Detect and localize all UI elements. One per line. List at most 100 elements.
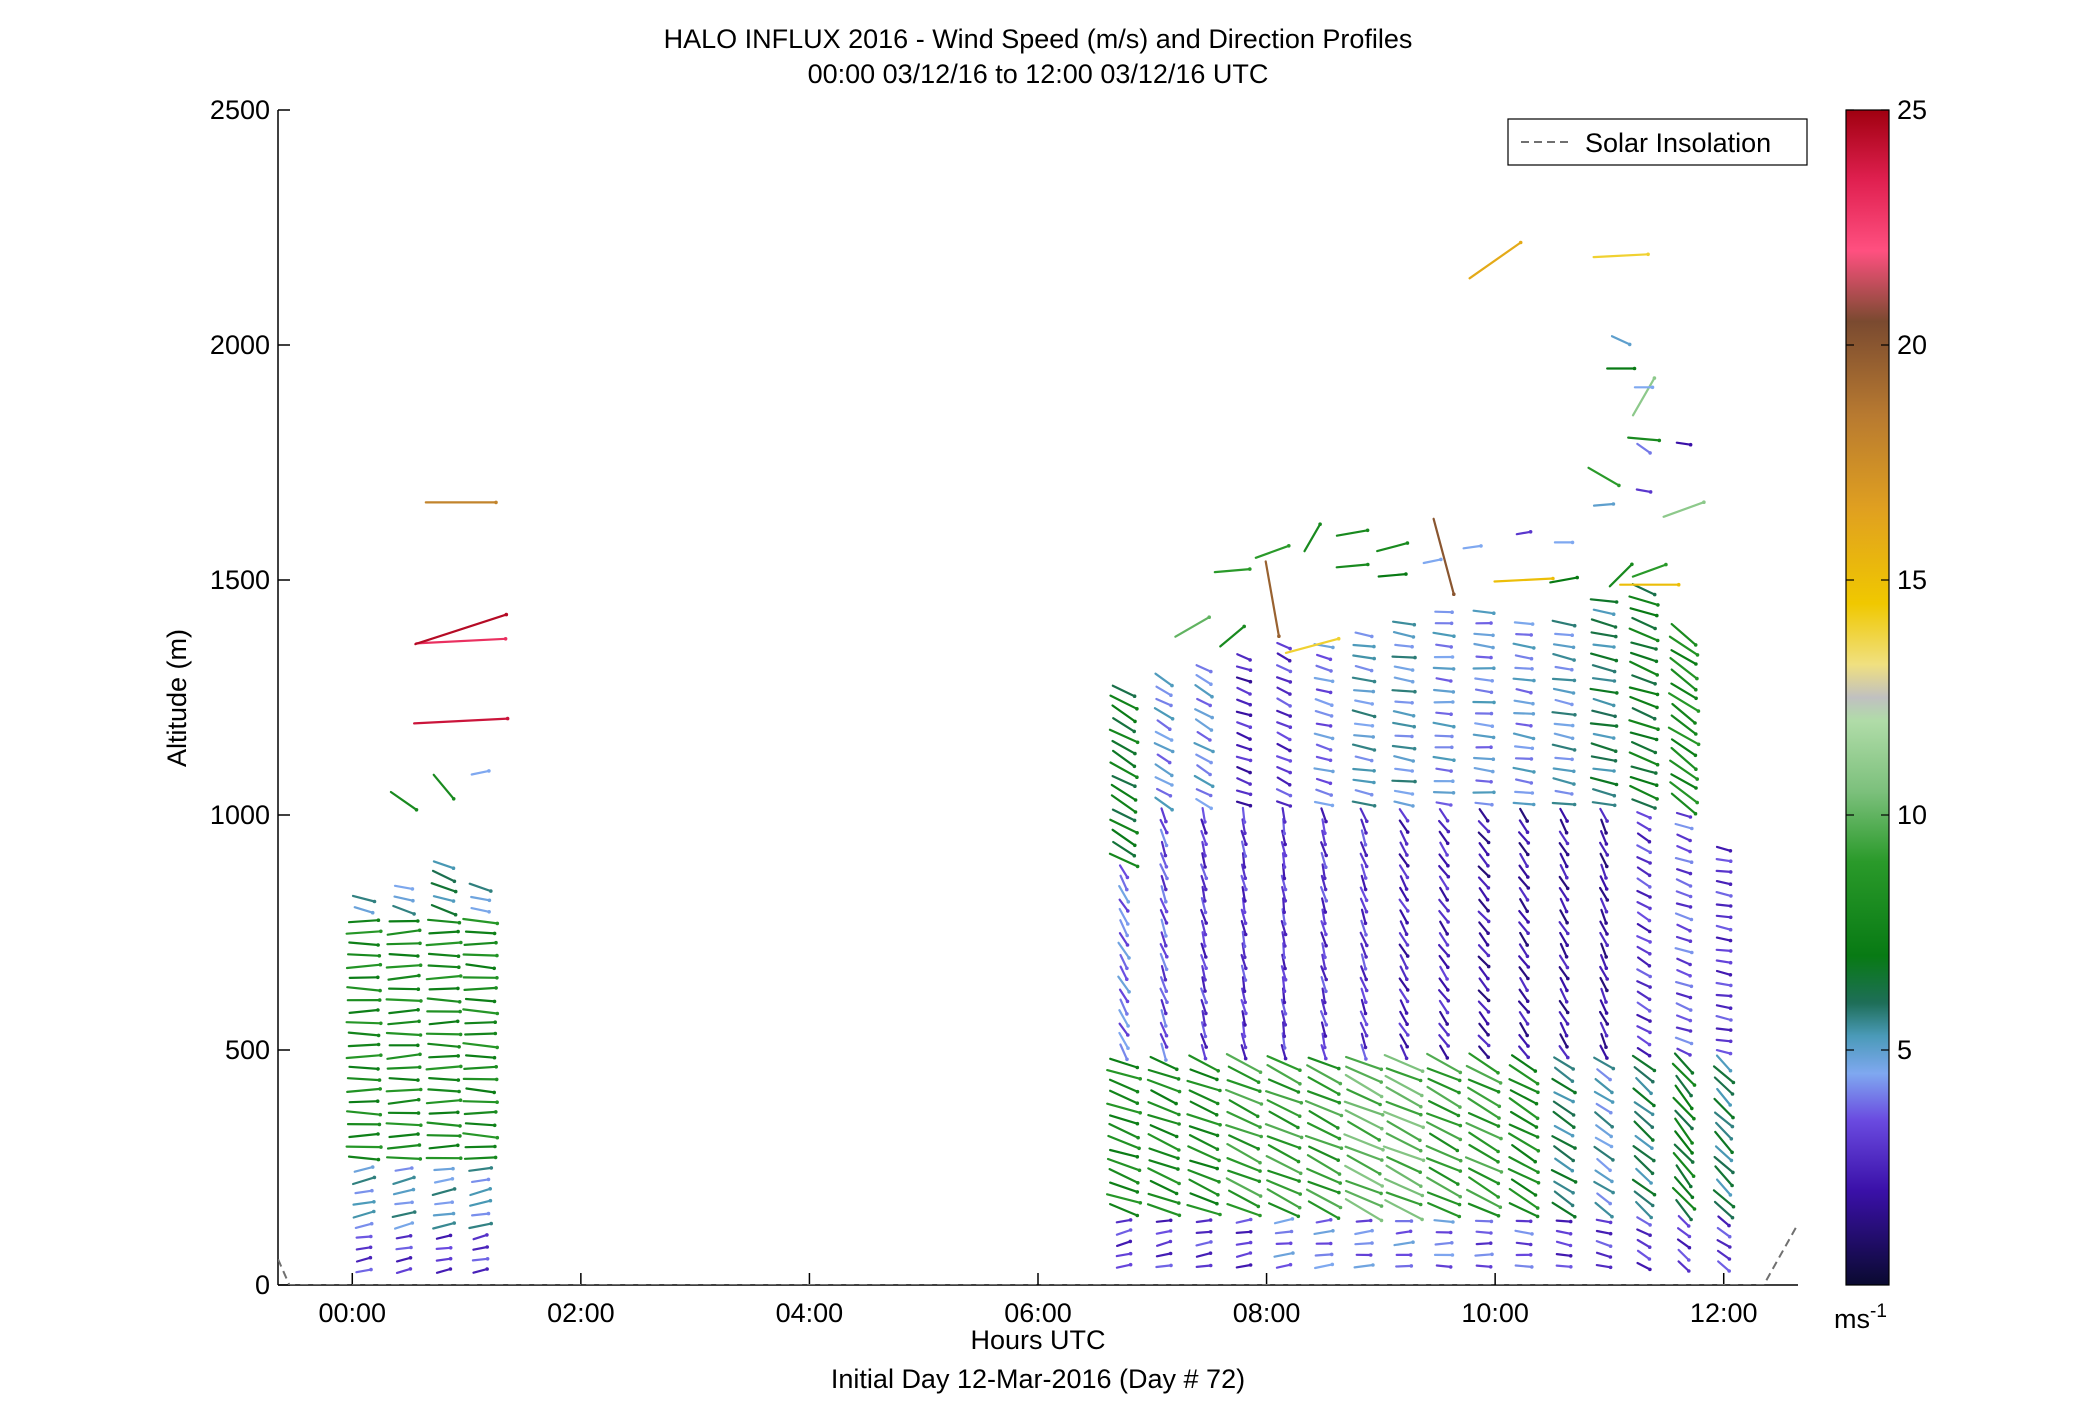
wind-vector-head xyxy=(1689,1217,1693,1222)
wind-vector-head xyxy=(1728,960,1733,965)
wind-vector xyxy=(1670,714,1697,736)
wind-vector-head xyxy=(1215,1147,1220,1151)
wind-vector xyxy=(1519,852,1529,868)
wind-vector xyxy=(1515,530,1532,536)
wind-vector-head xyxy=(494,1065,499,1069)
wind-vector xyxy=(1344,1073,1383,1098)
wind-vector xyxy=(1119,874,1128,891)
wind-vector-head xyxy=(459,1064,463,1069)
wind-vector-head xyxy=(451,866,456,870)
wind-vector xyxy=(425,1099,462,1105)
wind-vector xyxy=(1512,642,1535,650)
wind-vector xyxy=(1354,1229,1374,1236)
wind-vector xyxy=(1226,1202,1262,1217)
wind-vector xyxy=(1591,709,1617,718)
wind-vector-head xyxy=(1656,603,1660,607)
wind-vector-head xyxy=(1137,1146,1141,1151)
wind-vector-head xyxy=(1248,1240,1253,1245)
wind-vector xyxy=(1636,889,1652,899)
wind-vector xyxy=(1226,1157,1262,1173)
x-tick-label: 12:00 xyxy=(1690,1298,1758,1328)
wind-vector xyxy=(348,1132,380,1139)
wind-vector-head xyxy=(1612,769,1616,773)
wind-vector xyxy=(1593,1180,1615,1194)
wind-vector-head xyxy=(495,976,499,980)
wind-vector xyxy=(1228,1099,1259,1118)
wind-vector-head xyxy=(1617,483,1621,488)
wind-vector-head xyxy=(1282,989,1287,993)
wind-vector xyxy=(1437,943,1450,957)
wind-vector xyxy=(347,953,381,957)
wind-vector-head xyxy=(1731,1115,1735,1120)
wind-vector-head xyxy=(1410,792,1415,796)
wind-vector-head xyxy=(1689,917,1694,922)
wind-vector xyxy=(347,1043,380,1048)
wind-vector xyxy=(1200,1032,1208,1049)
wind-vector xyxy=(1558,875,1569,890)
wind-vector-head xyxy=(1572,782,1576,786)
wind-vector-head xyxy=(1525,909,1529,914)
wind-vector-head xyxy=(1728,994,1733,998)
wind-vector xyxy=(1474,722,1494,728)
wind-vector-head xyxy=(1338,1081,1343,1086)
wind-vector xyxy=(1671,1062,1696,1087)
wind-vector-head xyxy=(1169,693,1173,697)
wind-vector xyxy=(1360,919,1368,936)
wind-vector-head xyxy=(1256,1080,1261,1084)
wind-vector xyxy=(1186,1203,1222,1216)
wind-vector-head xyxy=(1277,634,1281,638)
wind-vector-head xyxy=(1243,831,1247,835)
wind-vector xyxy=(1636,832,1651,843)
wind-vector xyxy=(1636,1025,1652,1034)
wind-vector xyxy=(1391,689,1417,693)
wind-vector-head xyxy=(1297,1205,1302,1210)
wind-vector xyxy=(1147,1113,1181,1126)
wind-vector xyxy=(352,1176,376,1186)
wind-vector xyxy=(1550,1168,1577,1184)
wind-vector xyxy=(463,986,498,992)
wind-vector xyxy=(1276,641,1292,650)
wind-vector-head xyxy=(1208,1218,1213,1222)
wind-vector-head xyxy=(1648,1233,1652,1237)
wind-vector xyxy=(426,1121,462,1128)
wind-vector-head xyxy=(1728,1103,1732,1107)
wind-vector xyxy=(462,1042,499,1049)
wind-vector xyxy=(1383,1177,1424,1197)
wind-vector-head xyxy=(1632,366,1637,371)
wind-vector xyxy=(432,1212,455,1217)
wind-vector-head xyxy=(1210,694,1214,699)
wind-vector xyxy=(1321,1032,1326,1049)
wind-vector xyxy=(1674,856,1693,864)
wind-vector-head xyxy=(1282,1046,1287,1050)
wind-vector-head xyxy=(1135,1089,1140,1094)
wind-vector-head xyxy=(1364,1022,1369,1027)
wind-vector xyxy=(1240,908,1247,925)
wind-vector-head xyxy=(1339,1113,1344,1118)
wind-vector-head xyxy=(1612,645,1616,649)
wind-vector xyxy=(1590,755,1617,762)
wind-vector xyxy=(1321,987,1326,1004)
wind-vector-head xyxy=(1608,1265,1613,1270)
wind-vector-head xyxy=(1727,1234,1732,1239)
wind-vector xyxy=(1631,1178,1656,1196)
wind-vector xyxy=(462,1132,499,1139)
wind-vector-head xyxy=(1652,1192,1657,1197)
wind-vector-head xyxy=(1168,1218,1173,1223)
wind-vector-head xyxy=(417,1019,421,1024)
wind-vector-head xyxy=(1324,865,1328,869)
wind-vector xyxy=(1629,695,1659,709)
wind-vector xyxy=(1675,868,1692,875)
wind-vector-head xyxy=(418,963,423,967)
wind-vector-head xyxy=(1203,989,1207,993)
wind-vector xyxy=(388,987,420,991)
wind-vector xyxy=(1240,953,1247,970)
wind-vector-head xyxy=(1446,965,1450,970)
wind-vector xyxy=(1439,1010,1449,1026)
wind-vector xyxy=(1518,841,1529,856)
wind-vector-head xyxy=(1368,1253,1373,1257)
y-tick-label: 1500 xyxy=(210,565,270,595)
wind-vector-head xyxy=(1215,1133,1220,1138)
wind-vector xyxy=(1225,1052,1262,1074)
wind-vector xyxy=(1518,1011,1529,1026)
wind-vector-head xyxy=(1210,715,1214,720)
